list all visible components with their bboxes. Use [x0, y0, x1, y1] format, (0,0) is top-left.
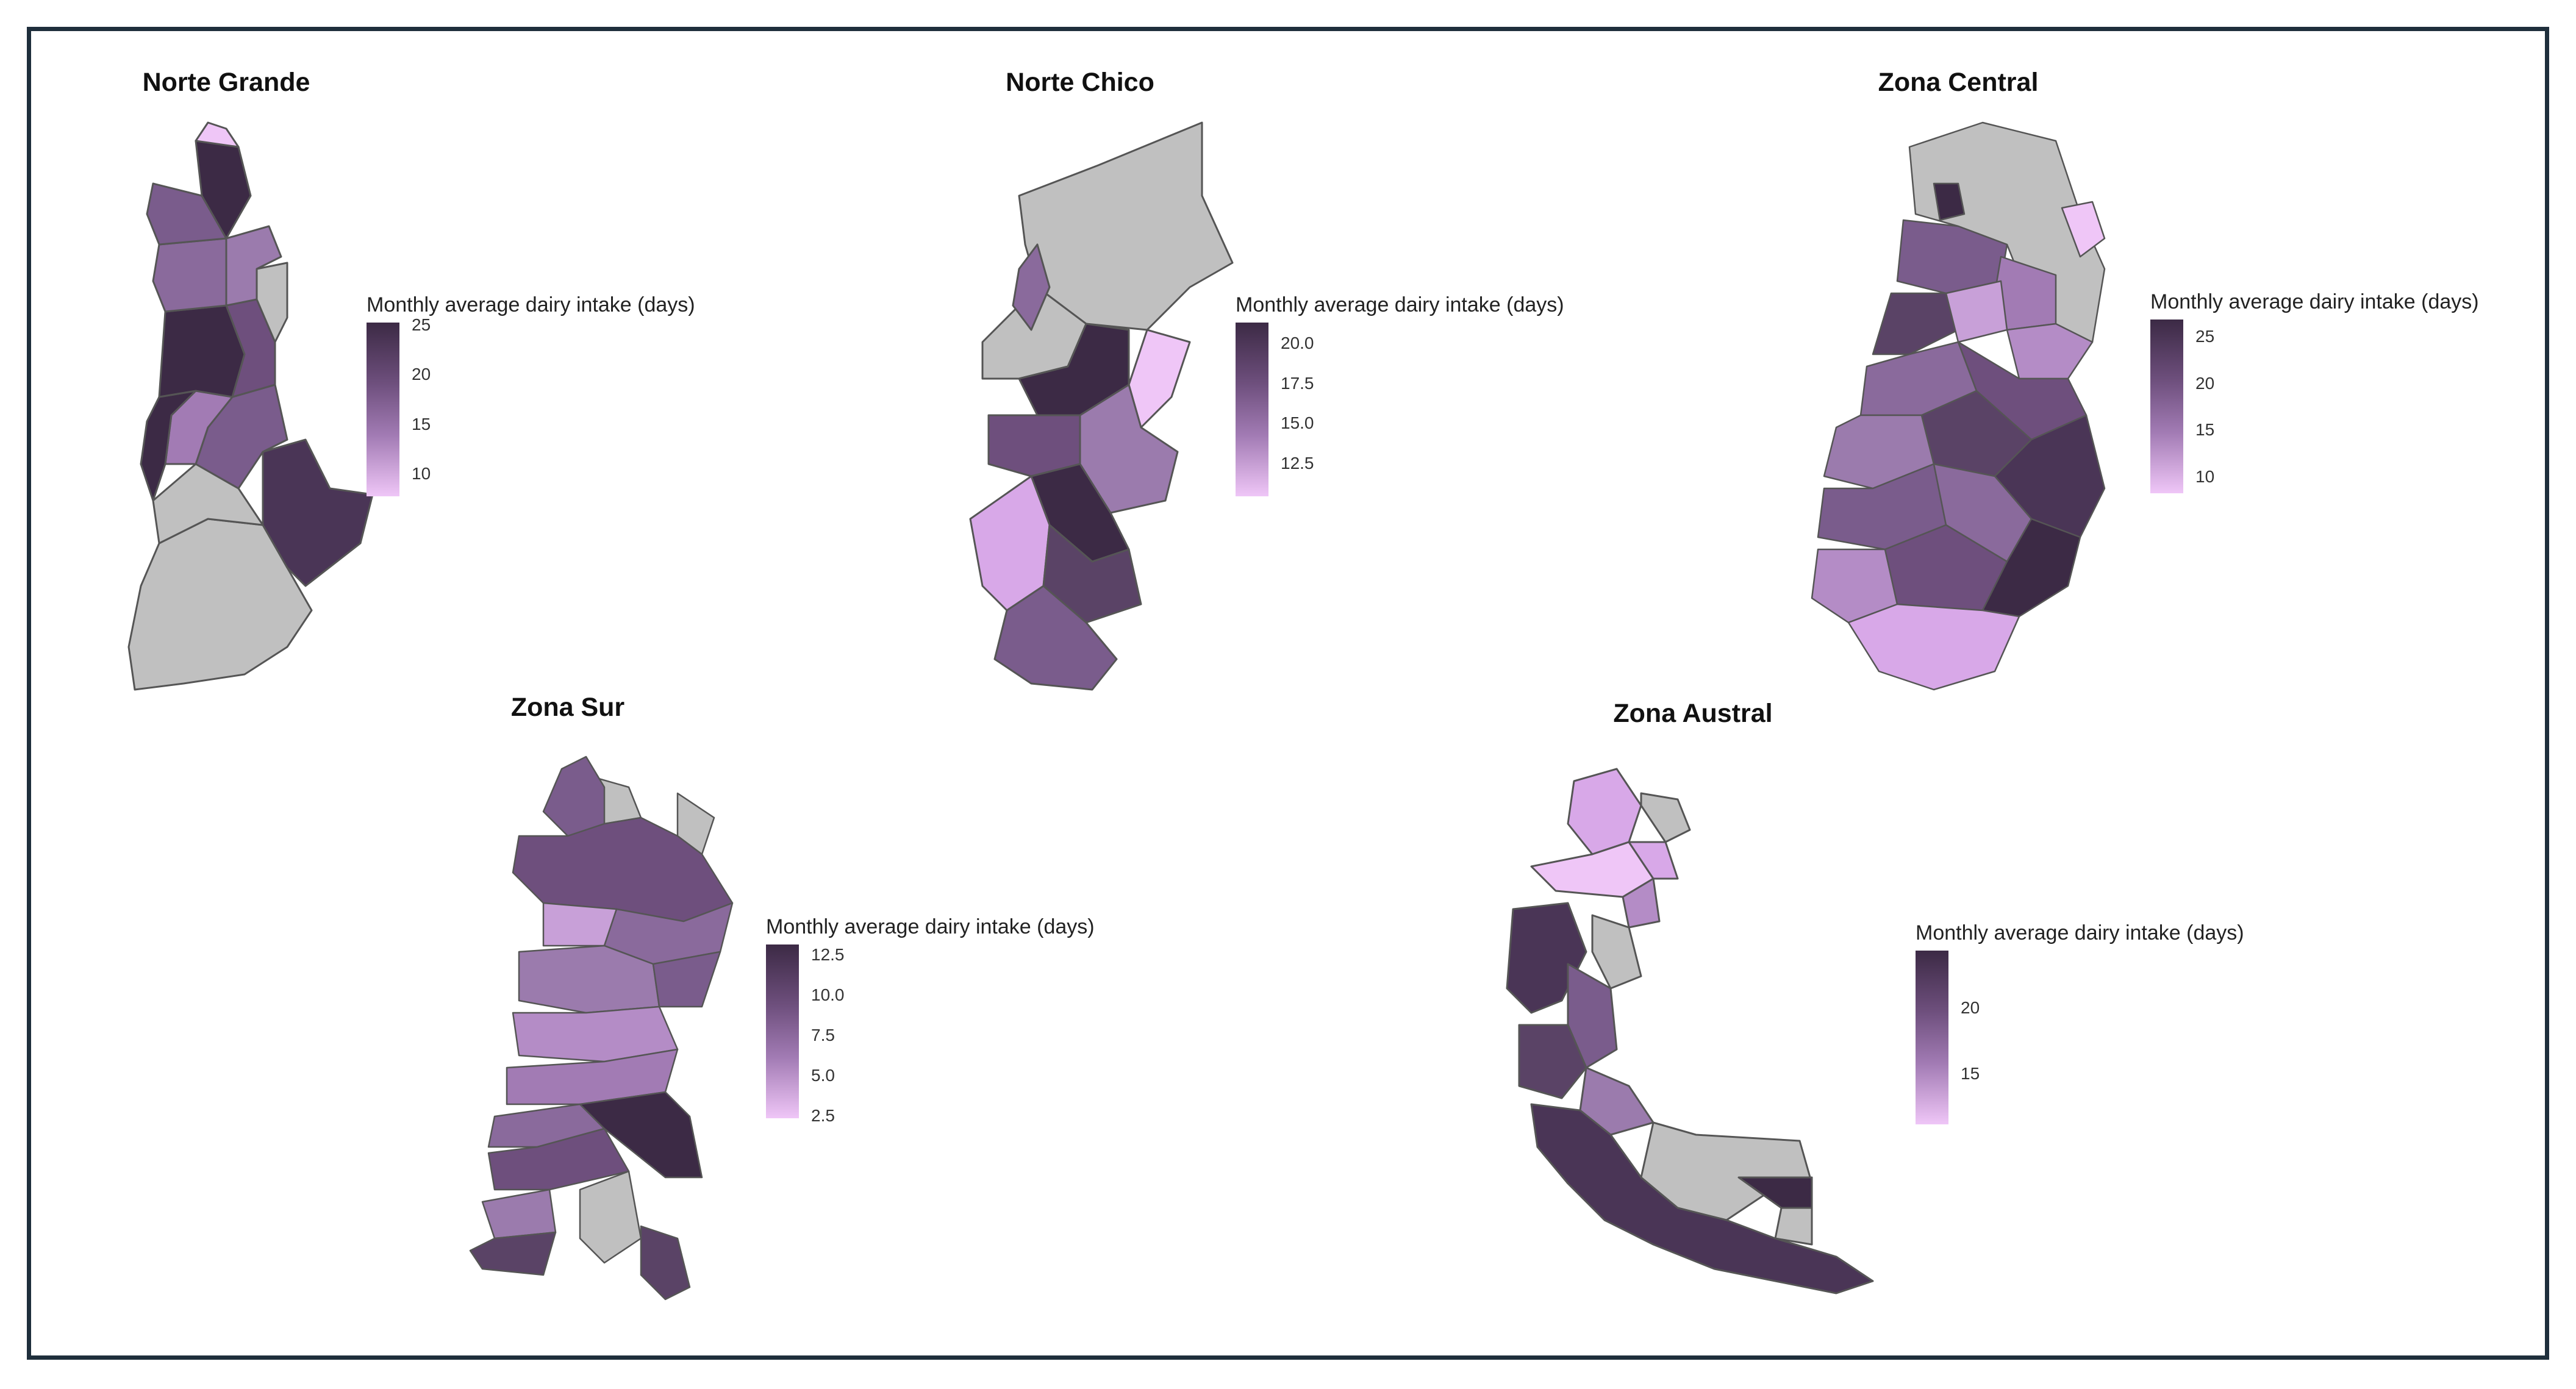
map-norte-grande [127, 121, 374, 691]
region [140, 390, 197, 502]
legend-tick: 15.0 [1268, 413, 1314, 432]
region [542, 755, 606, 837]
region [262, 438, 374, 587]
map-zona-central [1811, 121, 2106, 691]
legend-color-bar [766, 944, 799, 1118]
panel-title-zona-austral: Zona Austral [1613, 699, 1773, 728]
map-zona-austral [1506, 768, 1874, 1294]
panel-title-norte-grande: Norte Grande [142, 68, 310, 97]
legend-tick: 20.0 [1268, 334, 1314, 352]
legend-tick: 20 [1948, 998, 1980, 1017]
legend-color-bar [367, 323, 399, 496]
figure-frame: Norte Grande Monthly average dairy intak… [27, 27, 2549, 1360]
legend-tick: 17.5 [1268, 374, 1314, 393]
legend-tick: 15 [399, 415, 431, 434]
map-zona-sur [469, 755, 734, 1301]
region [2061, 201, 2106, 258]
legend-tick: 7.5 [799, 1026, 835, 1044]
legend-tick: 25 [2183, 327, 2215, 346]
legend-tick: 10 [2183, 467, 2215, 486]
panel-title-zona-central: Zona Central [1878, 68, 2039, 97]
region-no-data [579, 1170, 642, 1264]
region [1872, 292, 1959, 355]
region-no-data [1591, 914, 1642, 990]
region [640, 1225, 691, 1301]
region [1622, 877, 1661, 929]
region [542, 902, 618, 947]
panel-title-zona-sur: Zona Sur [510, 693, 625, 722]
region [469, 1231, 557, 1276]
region-no-data [1774, 1207, 1813, 1246]
legend-title: Monthly average dairy intake (days) [1916, 921, 2244, 944]
legend-title: Monthly average dairy intake (days) [367, 293, 695, 316]
panel-title-norte-chico: Norte Chico [1006, 68, 1154, 97]
region [1506, 902, 1587, 1014]
legend-tick: 20 [399, 365, 431, 384]
legend-tick: 10.0 [799, 985, 845, 1004]
legend-tick: 25 [399, 315, 431, 334]
region [1933, 182, 1966, 221]
region-no-data [1640, 792, 1691, 843]
legend-tick: 5.0 [799, 1066, 835, 1085]
region [152, 237, 227, 313]
legend-title: Monthly average dairy intake (days) [2150, 290, 2479, 313]
region [1518, 1024, 1587, 1099]
legend-color-bar [1236, 323, 1268, 496]
legend-tick: 2.5 [799, 1106, 835, 1125]
legend-tick: 12.5 [1268, 454, 1314, 473]
region [225, 225, 282, 307]
region [512, 816, 734, 923]
region [1628, 841, 1679, 880]
region [1530, 1103, 1874, 1294]
region [993, 585, 1118, 691]
region [1567, 963, 1618, 1069]
map-norte-chico [969, 121, 1234, 691]
legend-tick: 20 [2183, 374, 2215, 393]
region [652, 951, 721, 1008]
region [146, 182, 227, 246]
legend-tick: 12.5 [799, 945, 845, 964]
legend-color-bar [2150, 320, 2183, 493]
legend-tick: 15 [1948, 1064, 1980, 1083]
region [1128, 329, 1191, 429]
region [1847, 603, 2020, 691]
legend-title: Monthly average dairy intake (days) [766, 915, 1095, 938]
region [2006, 323, 2094, 380]
region [1012, 243, 1051, 331]
legend-tick: 10 [399, 464, 431, 483]
legend-color-bar [1916, 951, 1948, 1124]
legend-title: Monthly average dairy intake (days) [1236, 293, 1564, 316]
region [195, 121, 240, 148]
legend-tick: 15 [2183, 420, 2215, 439]
region [481, 1188, 557, 1240]
region [1579, 1066, 1655, 1136]
